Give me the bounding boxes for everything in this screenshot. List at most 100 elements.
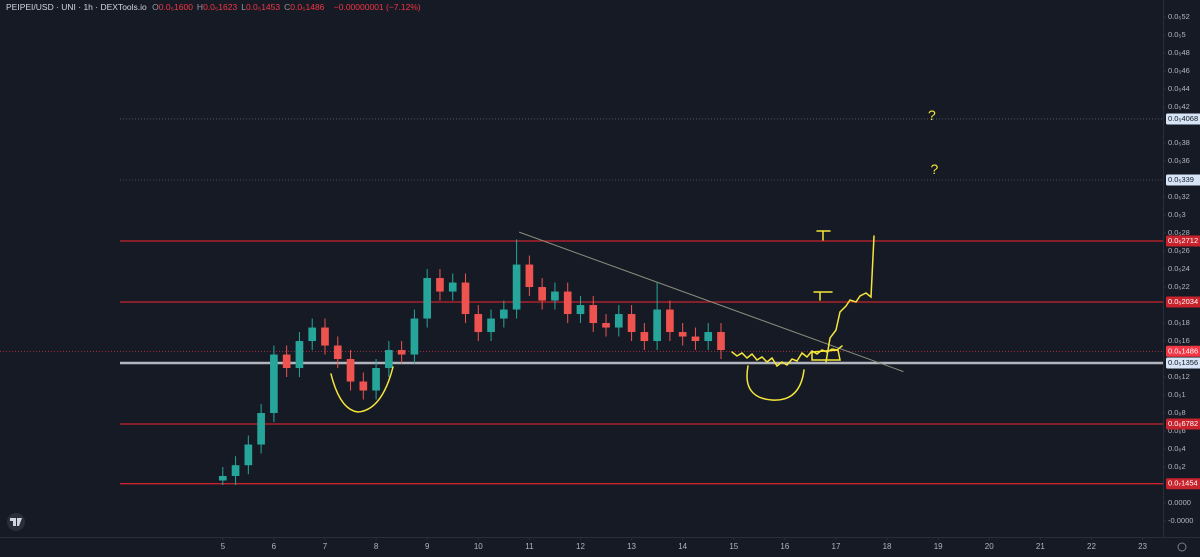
- candle-body: [563, 291, 572, 315]
- x-tick-label: 5: [221, 542, 226, 551]
- tradingview-logo: [7, 513, 25, 531]
- x-tick-label: 20: [985, 542, 994, 551]
- level-tag-label: 0.0₅339: [1168, 175, 1194, 184]
- ohlc-value: 0.0₅1600: [158, 2, 193, 12]
- level-tag: [1166, 296, 1200, 308]
- level-tag-label: 0.0₅2712: [1168, 236, 1198, 245]
- y-tick-label: 0.0000: [1168, 498, 1191, 507]
- candle-body: [231, 465, 240, 477]
- y-tick-label: 0.0₅26: [1168, 246, 1190, 255]
- x-tick-label: 17: [832, 542, 841, 551]
- ohlc-values: O0.0₅1600 H0.0₅1623 L0.0₅1453 C0.0₅1486: [152, 2, 328, 12]
- x-tick-label: 10: [474, 542, 483, 551]
- candle-body: [538, 287, 546, 301]
- x-tick-label: 22: [1087, 542, 1096, 551]
- candle-body: [372, 368, 380, 391]
- ohlc-key: O: [152, 2, 159, 12]
- cup-drawing: [330, 366, 394, 413]
- level-tag: [1166, 478, 1200, 490]
- candle-body: [717, 332, 725, 351]
- annotation: ?: [931, 161, 939, 177]
- y-tick-label: 0.0₅42: [1168, 102, 1190, 111]
- candle-body: [704, 332, 713, 342]
- x-tick-label: 19: [934, 542, 943, 551]
- y-tick-label: 0.0₅18: [1168, 318, 1190, 327]
- candle-body: [295, 341, 304, 369]
- ohlc-key: C: [284, 2, 291, 12]
- y-tick-label: 0.0₅3: [1168, 210, 1186, 219]
- candle-body: [691, 336, 700, 342]
- x-tick-label: 15: [729, 542, 738, 551]
- candle-body: [589, 305, 598, 324]
- candle-body: [436, 278, 444, 292]
- y-tick-label: 0.0₅16: [1168, 336, 1190, 345]
- y-tick-label: 0.0₅52: [1168, 12, 1190, 21]
- candle-body: [333, 345, 342, 360]
- y-tick-label: 0.0₅22: [1168, 282, 1190, 291]
- y-tick-label: 0.0₅24: [1168, 264, 1190, 273]
- ohlc-value: 0.0₅1486: [290, 2, 325, 12]
- level-tag-label: 0.0₆6782: [1168, 419, 1198, 428]
- y-tick-label: 0.0₆8: [1168, 408, 1186, 417]
- x-tick-label: 23: [1138, 542, 1147, 551]
- candle-body: [244, 444, 253, 466]
- y-tick-label: 0.0₆4: [1168, 444, 1186, 453]
- y-tick-label: 0.0₅38: [1168, 138, 1190, 147]
- level-tag: [1166, 418, 1200, 430]
- candle-body: [359, 381, 368, 391]
- candle-body: [257, 413, 265, 445]
- level-tag-label: 0.0₅1356: [1168, 358, 1198, 367]
- y-tick-label: 0.0₅48: [1168, 48, 1190, 57]
- candle-body: [461, 282, 470, 315]
- logo-mark: [10, 518, 22, 526]
- ohlc-key: L: [241, 2, 246, 12]
- candle-body: [474, 314, 483, 333]
- candle-body: [487, 318, 495, 333]
- x-tick-label: 14: [678, 542, 687, 551]
- x-tick-label: 21: [1036, 542, 1045, 551]
- candle-body: [525, 264, 534, 288]
- x-tick-label: 6: [272, 542, 277, 551]
- y-tick-label: 0.0₅44: [1168, 84, 1190, 93]
- candle-body: [499, 309, 508, 319]
- candle-body: [640, 332, 649, 342]
- box-drawing: [811, 349, 841, 361]
- x-tick-label: 7: [323, 542, 328, 551]
- candle-body: [576, 305, 585, 315]
- y-tick-label: 0.0₅1: [1168, 390, 1186, 399]
- annotation: ?: [928, 107, 936, 123]
- candle-body: [602, 323, 610, 328]
- hand-drawings: [330, 230, 875, 413]
- legend-header: PEIPEI/USD · UNI · 1h · DEXTools.io O0.0…: [6, 2, 424, 12]
- x-tick-label: 8: [374, 542, 379, 551]
- y-tick-label: 0.0₆2: [1168, 462, 1186, 471]
- candle-body: [448, 282, 457, 292]
- y-tick-label: 0.0₆6: [1168, 426, 1186, 435]
- ohlc-key: H: [196, 2, 204, 12]
- candle-body: [385, 350, 393, 369]
- y-tick-label: 0.0₅28: [1168, 228, 1190, 237]
- candle-body: [627, 314, 636, 333]
- candle-body: [614, 314, 623, 328]
- x-tick-label: 9: [425, 542, 430, 551]
- level-tag-label: 0.0₅4068: [1168, 114, 1198, 123]
- symbol-title: PEIPEI/USD · UNI · 1h · DEXTools.io: [6, 2, 147, 12]
- target-mark: [813, 291, 833, 301]
- price-change: −0.00000001 (−7.12%): [333, 2, 421, 12]
- candle-body: [218, 476, 227, 481]
- level-tag-label: 0.0₇1454: [1168, 479, 1198, 488]
- candle-body: [410, 318, 419, 355]
- level-tag: [1166, 357, 1200, 369]
- candle-body: [282, 354, 291, 369]
- candle-body: [397, 350, 406, 355]
- ohlc-value: 0.0₅1453: [245, 2, 281, 12]
- y-tick-label: -0.0000: [1168, 516, 1193, 525]
- x-tick-label: 13: [627, 542, 636, 551]
- candle-body: [512, 264, 521, 310]
- level-tag: [1166, 174, 1200, 186]
- x-tick-label: 18: [883, 542, 892, 551]
- settings-icon[interactable]: [1177, 542, 1187, 552]
